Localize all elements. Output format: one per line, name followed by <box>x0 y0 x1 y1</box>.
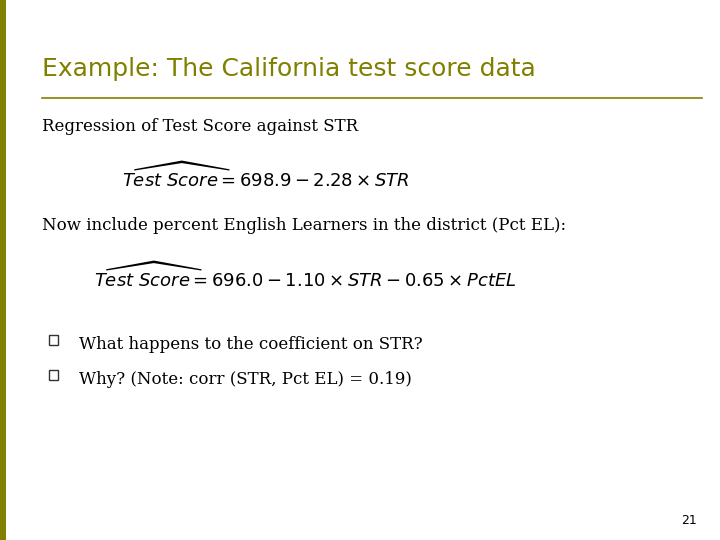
Bar <box>49 335 58 345</box>
Text: Example: The California test score data: Example: The California test score data <box>42 57 536 80</box>
Text: $\widehat{\mathit{Test\ Score}} = 696.0 - 1.10 \times \mathit{STR} - 0.65 \times: $\widehat{\mathit{Test\ Score}} = 696.0 … <box>94 262 516 291</box>
Text: What happens to the coefficient on STR?: What happens to the coefficient on STR? <box>79 336 423 353</box>
Text: Now include percent English Learners in the district (Pct EL):: Now include percent English Learners in … <box>42 217 566 234</box>
Text: 21: 21 <box>681 514 697 526</box>
Bar <box>49 370 58 380</box>
Text: Why? (Note: corr (STR, Pct EL) = 0.19): Why? (Note: corr (STR, Pct EL) = 0.19) <box>79 371 412 388</box>
Text: $\widehat{\mathit{Test\ Score}} = 698.9 - 2.28 \times \mathit{STR}$: $\widehat{\mathit{Test\ Score}} = 698.9 … <box>122 162 410 191</box>
Text: Regression of Test Score against STR: Regression of Test Score against STR <box>42 118 358 134</box>
Bar <box>0 0 6 540</box>
